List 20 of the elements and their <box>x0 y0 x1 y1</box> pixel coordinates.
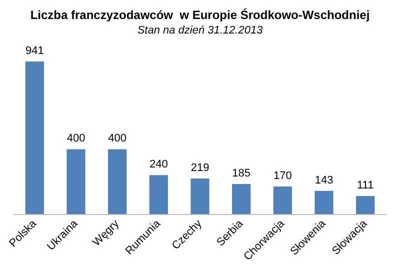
data-label: 143 <box>314 174 334 186</box>
data-label: 400 <box>108 132 127 145</box>
bar <box>273 186 292 214</box>
data-label: 185 <box>232 168 251 180</box>
bar <box>66 149 86 214</box>
bar <box>314 190 334 214</box>
bar <box>232 184 251 214</box>
data-label: 111 <box>356 180 374 192</box>
bar <box>356 196 375 214</box>
data-label: 240 <box>149 158 168 171</box>
bar <box>149 175 168 214</box>
data-label: 219 <box>190 162 210 174</box>
bar <box>108 149 127 214</box>
chart-subtitle: Stan na dzień 31.12.2013 <box>137 24 264 36</box>
bar <box>190 178 210 214</box>
data-label: 170 <box>273 170 292 182</box>
data-label: 400 <box>66 132 86 145</box>
data-label: 941 <box>25 45 44 58</box>
chart-title: Liczba franczyzodawców w Europie Środkowo-Wschodniej <box>30 8 370 22</box>
bar <box>25 62 44 214</box>
